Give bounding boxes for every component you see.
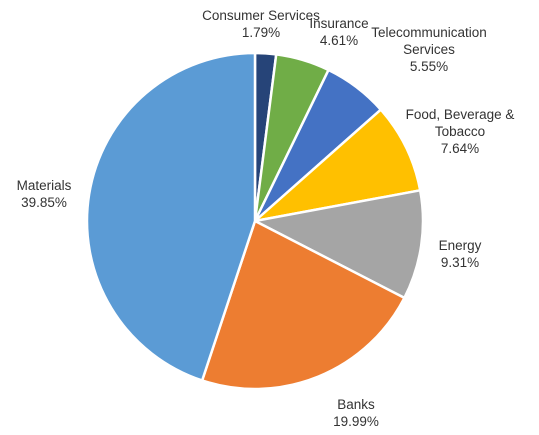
slice-label-4: Energy 9.31% xyxy=(439,238,482,270)
pie-slice-5 xyxy=(200,219,406,391)
slice-value-label-1: 4.61% xyxy=(320,33,358,48)
slice-label-2: Telecommunication Services 5.55% xyxy=(371,25,487,74)
slice-name-label-0: Consumer Services xyxy=(202,8,320,23)
slice-value-label-4: 9.31% xyxy=(441,255,479,270)
slice-label-0: Consumer Services 1.79% xyxy=(202,8,320,40)
slice-label-1: Insurance 4.61% xyxy=(309,16,368,48)
slice-name-label-4: Energy xyxy=(439,238,482,253)
slice-value-label-0: 1.79% xyxy=(242,25,280,40)
pie-slice-3 xyxy=(253,108,422,223)
slice-name-label-3: Tobacco xyxy=(435,124,485,139)
slice-value-label-5: 19.99% xyxy=(333,414,379,429)
slice-name-label-6: Materials xyxy=(17,178,72,193)
slice-label-5: Banks 19.99% xyxy=(333,397,379,429)
slice-name-label-2: Telecommunication xyxy=(371,25,487,40)
slice-name-label-2: Services xyxy=(403,42,455,57)
pie-slice-4 xyxy=(253,189,425,300)
slice-name-label-5: Banks xyxy=(337,397,375,412)
slice-name-label-3: Food, Beverage & xyxy=(406,107,515,122)
slice-label-3: Food, Beverage & Tobacco 7.64% xyxy=(406,107,515,156)
slice-label-6: Materials 39.85% xyxy=(17,178,72,210)
pie-slice-6 xyxy=(85,51,257,382)
slice-value-label-3: 7.64% xyxy=(441,141,479,156)
slice-value-label-2: 5.55% xyxy=(410,59,448,74)
slice-value-label-6: 39.85% xyxy=(21,195,67,210)
slice-name-label-1: Insurance xyxy=(309,16,368,31)
